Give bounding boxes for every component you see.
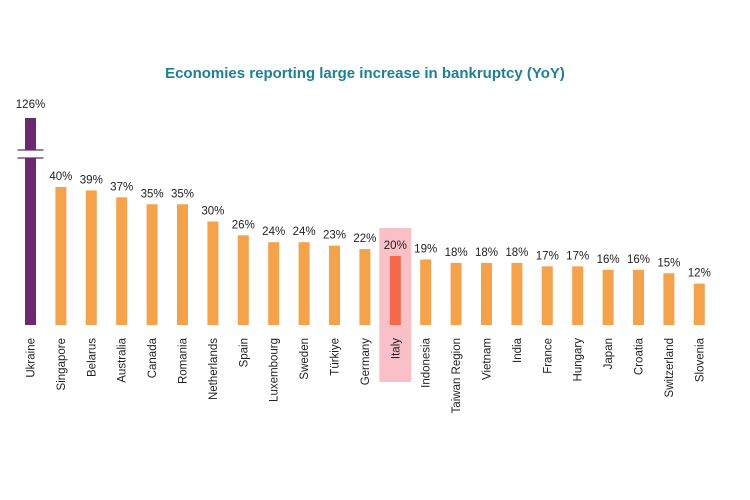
bar-turkiye xyxy=(329,245,340,325)
category-label-netherlands: Netherlands xyxy=(208,338,220,400)
bar-croatia xyxy=(633,269,644,325)
value-label-hungary: 17% xyxy=(566,250,589,262)
category-label-slovenia: Slovenia xyxy=(694,337,706,382)
chart-title: Economies reporting large increase in ba… xyxy=(165,65,565,82)
category-label-france: France xyxy=(542,338,554,374)
bar-romania xyxy=(177,204,188,325)
value-label-turkiye: 23% xyxy=(323,230,346,242)
bar-vietnam xyxy=(481,262,492,325)
category-label-switzerland: Switzerland xyxy=(664,338,676,397)
bar-belarus xyxy=(85,190,97,325)
bar-singapore xyxy=(55,187,67,325)
category-label-canada: Canada xyxy=(147,337,159,378)
value-label-germany: 22% xyxy=(353,233,376,245)
bar-netherlands xyxy=(207,221,219,325)
category-label-japan: Japan xyxy=(603,338,615,369)
category-label-luxembourg: Luxembourg xyxy=(269,338,281,402)
value-label-vietnam: 18% xyxy=(475,247,498,259)
bar-switzerland xyxy=(663,273,675,325)
category-label-belarus: Belarus xyxy=(86,338,98,377)
value-label-sweden: 24% xyxy=(293,226,316,238)
value-label-switzerland: 15% xyxy=(657,257,680,269)
category-label-italy: Italy xyxy=(390,338,402,359)
bar-japan xyxy=(602,269,614,325)
value-label-spain: 26% xyxy=(232,219,255,231)
value-label-italy: 20% xyxy=(384,240,407,252)
category-label-india: India xyxy=(512,337,524,363)
bars-layer xyxy=(17,118,705,325)
category-label-singapore: Singapore xyxy=(56,338,68,390)
bar-indonesia xyxy=(420,259,432,325)
bar-germany xyxy=(359,249,371,325)
category-label-taiwan-region: Taiwan Region xyxy=(451,338,463,413)
value-label-taiwan-region: 18% xyxy=(445,247,468,259)
category-label-sweden: Sweden xyxy=(299,338,311,380)
value-label-indonesia: 19% xyxy=(414,243,437,255)
category-label-romania: Romania xyxy=(178,337,190,384)
category-label-hungary: Hungary xyxy=(573,338,585,382)
axis-break-gap xyxy=(17,150,44,158)
category-labels-layer: Ukraine Singapore Belarus Australia Canada Ro… xyxy=(26,337,707,413)
value-label-japan: 16% xyxy=(597,254,620,266)
bar-slovenia xyxy=(693,283,705,325)
bar-spain xyxy=(237,235,249,325)
bar-ukraine xyxy=(25,118,36,325)
value-label-croatia: 16% xyxy=(627,254,650,266)
value-label-belarus: 39% xyxy=(80,174,103,186)
bar-canada xyxy=(146,204,158,325)
bar-india xyxy=(511,262,523,325)
category-label-croatia: Croatia xyxy=(634,337,646,375)
bar-taiwan-region xyxy=(450,262,462,325)
value-label-ukraine: 126% xyxy=(16,99,45,111)
category-label-vietnam: Vietnam xyxy=(482,338,494,380)
value-label-luxembourg: 24% xyxy=(262,226,285,238)
bar-france xyxy=(541,266,553,325)
category-label-turkiye: Türkiye xyxy=(330,338,342,376)
bar-luxembourg xyxy=(268,242,280,325)
value-label-india: 18% xyxy=(505,247,528,259)
bar-sweden xyxy=(298,242,310,325)
bar-italy xyxy=(389,256,401,325)
category-label-spain: Spain xyxy=(238,338,250,367)
value-label-slovenia: 12% xyxy=(688,268,711,280)
category-label-ukraine: Ukraine xyxy=(26,338,38,378)
bar-australia xyxy=(116,197,128,325)
category-label-australia: Australia xyxy=(117,337,129,382)
value-label-netherlands: 30% xyxy=(201,206,224,218)
value-label-australia: 37% xyxy=(110,181,133,193)
category-label-indonesia: Indonesia xyxy=(421,337,433,387)
value-labels-layer: 126% 40% 39% 37% 35% 35% 30% 26% 24% 24% 23% 22% 20%… xyxy=(16,99,711,280)
value-label-singapore: 40% xyxy=(49,171,72,183)
value-label-canada: 35% xyxy=(141,188,164,200)
bar-hungary xyxy=(572,266,584,325)
category-label-germany: Germany xyxy=(360,338,372,386)
value-label-romania: 35% xyxy=(171,188,194,200)
value-label-france: 17% xyxy=(536,250,559,262)
